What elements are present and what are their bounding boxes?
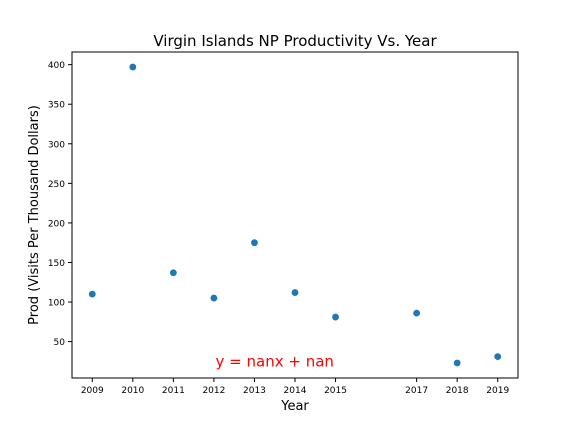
data-point [332,314,339,321]
x-tick-label: 2010 [121,386,144,396]
x-tick-label: 2017 [405,386,428,396]
y-tick-label: 300 [48,140,65,150]
data-point [211,295,218,302]
y-tick-label: 350 [48,101,65,111]
y-tick-label: 50 [54,338,66,348]
x-tick-label: 2009 [81,386,104,396]
y-tick-label: 100 [48,299,65,309]
chart-title: Virgin Islands NP Productivity Vs. Year [153,32,437,50]
x-tick-label: 2014 [284,386,307,396]
regression-annotation: y = nanx + nan [216,352,334,370]
data-point [89,291,96,298]
data-points [89,64,501,367]
data-point [251,239,258,246]
plot-frame [72,52,518,378]
x-tick-label: 2015 [324,386,347,396]
y-tick-label: 150 [48,259,65,269]
x-axis: 2009 2010 2011 2012 2013 2014 2015 2017 2018 2019 [81,378,510,396]
x-tick-label: 2013 [243,386,266,396]
y-tick-label: 400 [48,61,65,71]
x-axis-label: Year [280,399,309,414]
plot-area [72,52,518,378]
y-axis: 50 100 150 200 250 300 350 400 [48,61,72,348]
y-tick-label: 200 [48,219,65,229]
y-axis-label: Prod (Visits Per Thousand Dollars) [27,105,42,325]
data-point [292,289,299,296]
data-point [494,353,501,360]
x-tick-label: 2011 [162,386,185,396]
y-tick-label: 250 [48,180,65,190]
data-point [454,360,461,367]
data-point [170,269,177,276]
x-tick-label: 2012 [202,386,225,396]
x-tick-label: 2019 [486,386,509,396]
x-tick-label: 2018 [446,386,469,396]
data-point [413,310,420,317]
data-point [129,64,136,71]
